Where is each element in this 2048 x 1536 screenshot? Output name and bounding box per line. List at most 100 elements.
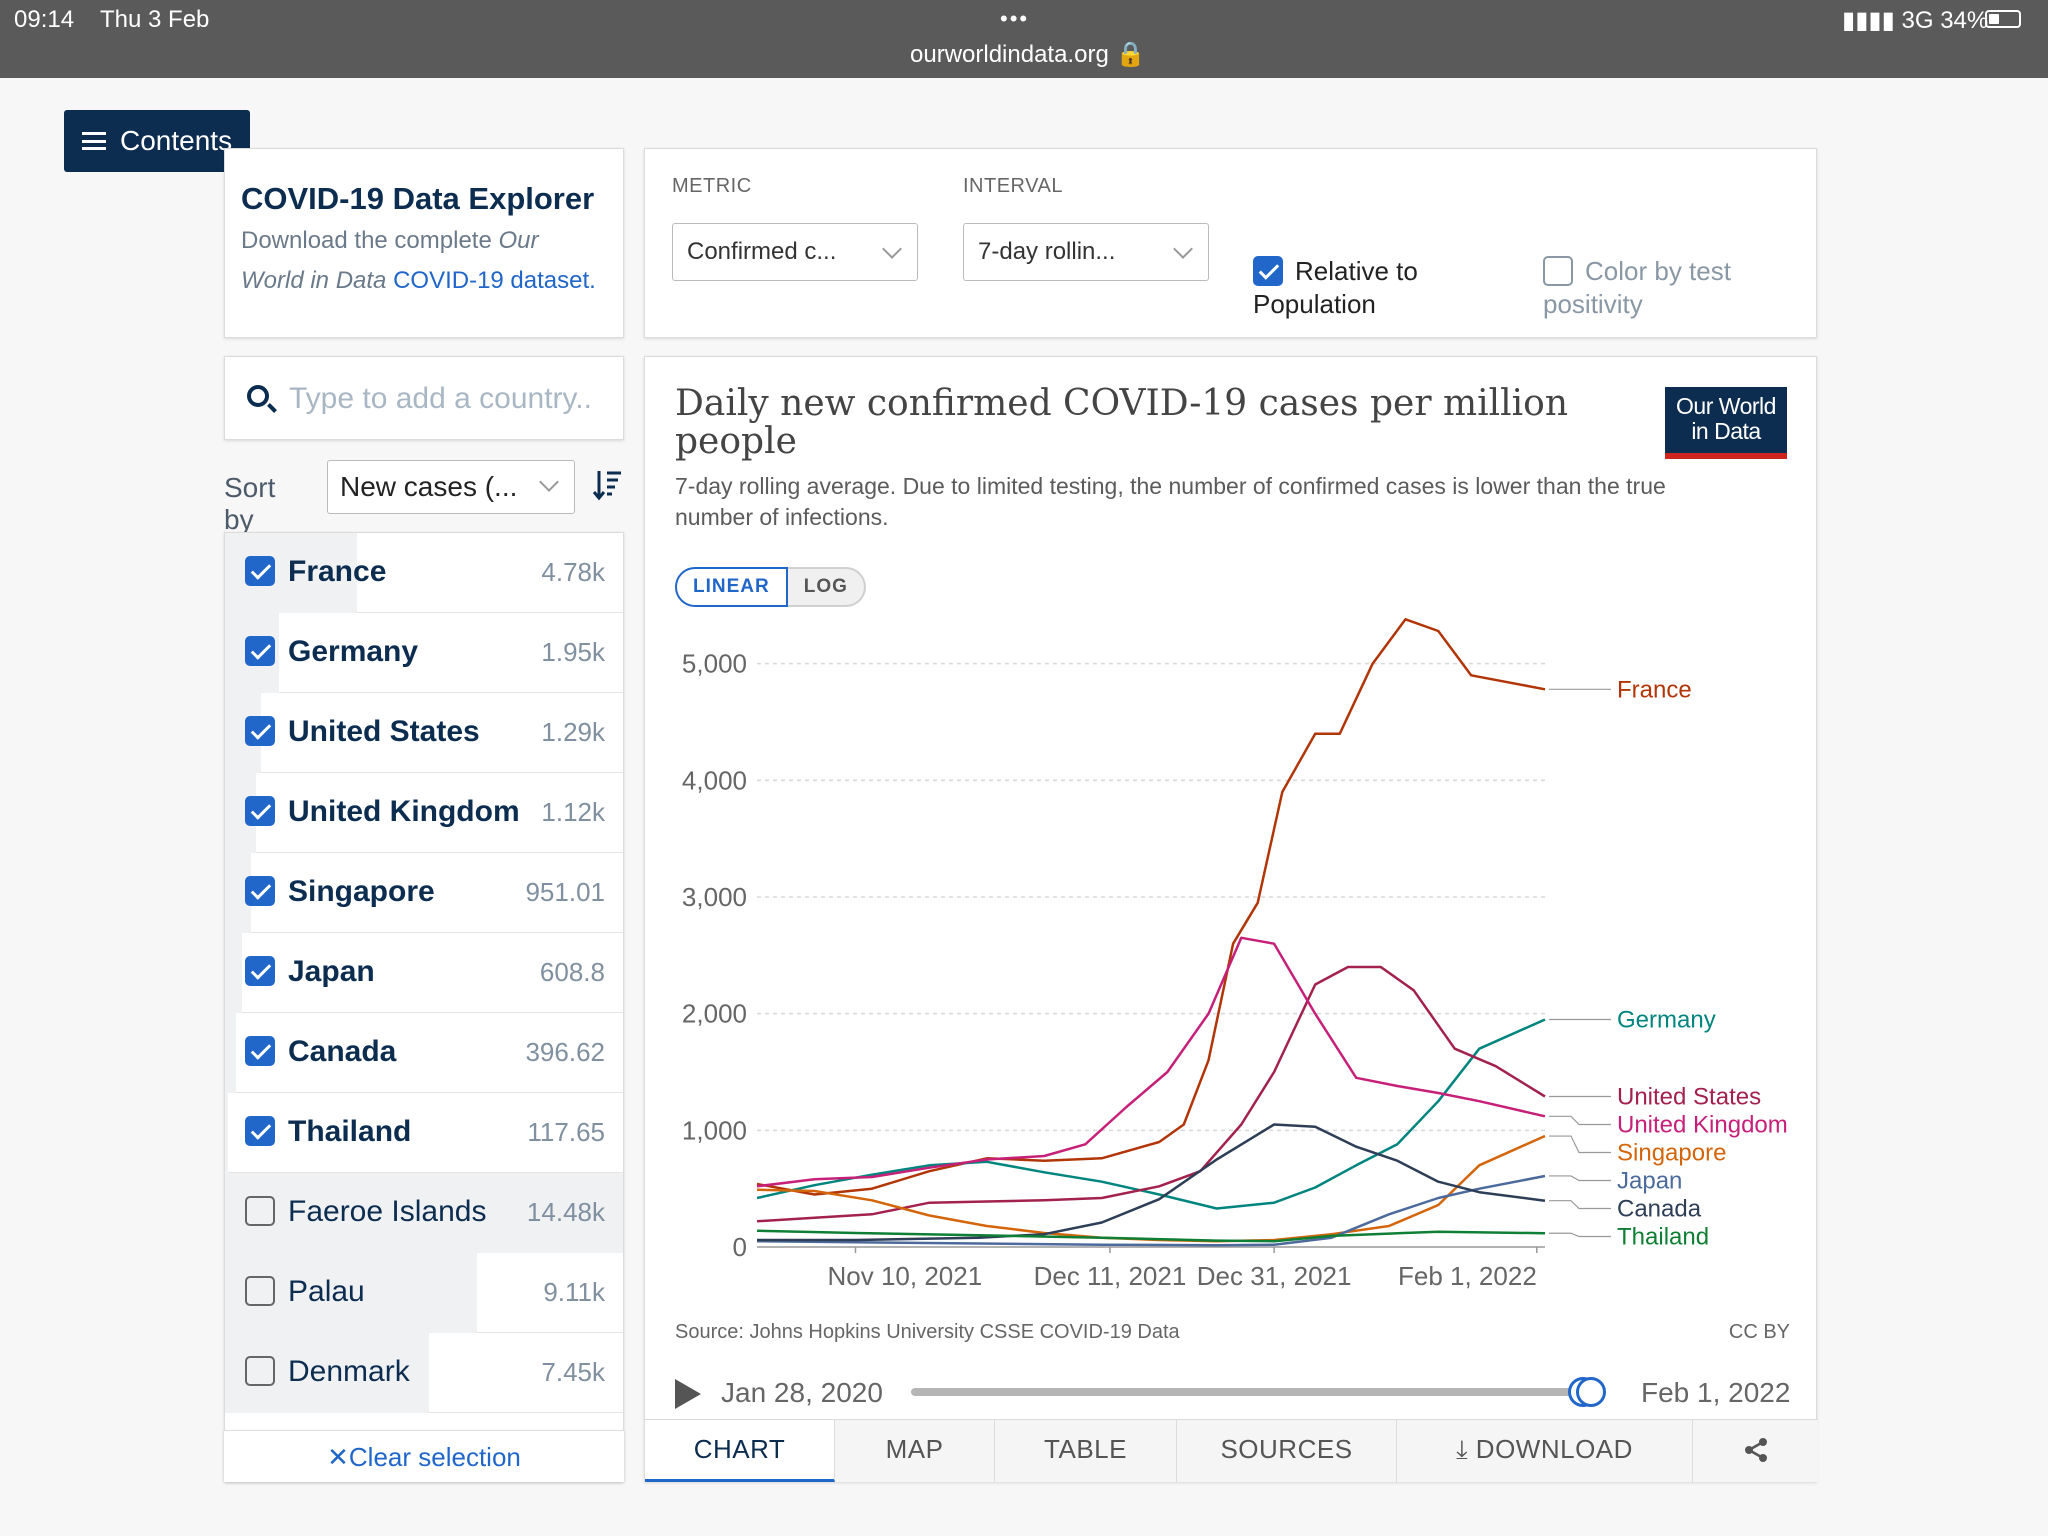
- tab-sources-label: SOURCES: [1220, 1434, 1353, 1464]
- value-bar: [225, 1333, 429, 1413]
- series-label: Thailand: [1617, 1224, 1709, 1251]
- checkbox-checked-icon[interactable]: [245, 556, 275, 586]
- signal-bars-icon: ▮▮▮▮: [1842, 7, 1895, 34]
- tab-download[interactable]: ⤓ DOWNLOAD: [1397, 1420, 1693, 1482]
- series-label: United Kingdom: [1617, 1112, 1788, 1139]
- leader-line: [1549, 1200, 1611, 1210]
- list-item[interactable]: Canada 396.62: [225, 1013, 623, 1093]
- list-item[interactable]: France 4.78k: [225, 533, 623, 613]
- relative-to-population-checkbox[interactable]: Relative to Population: [1253, 255, 1473, 321]
- address-bar-url[interactable]: ourworldindata.org 🔒: [910, 41, 1146, 68]
- checkbox-unchecked-icon[interactable]: [245, 1196, 275, 1226]
- tab-chart[interactable]: CHART: [645, 1420, 835, 1482]
- list-item[interactable]: Palau 9.11k: [225, 1253, 623, 1333]
- battery-percent: 34%: [1940, 7, 1989, 34]
- log-scale-button[interactable]: LOG: [787, 567, 866, 607]
- linear-scale-button[interactable]: LINEAR: [675, 567, 788, 607]
- checkbox-checked-icon[interactable]: [245, 716, 275, 746]
- list-item[interactable]: United Kingdom 1.12k: [225, 773, 623, 853]
- share-button[interactable]: [1693, 1420, 1818, 1482]
- country-value: 14.48k: [526, 1197, 605, 1227]
- list-item[interactable]: Singapore 951.01: [225, 853, 623, 933]
- contents-button[interactable]: Contents: [64, 110, 250, 172]
- checkbox-checked-icon[interactable]: [245, 956, 275, 986]
- dataset-link[interactable]: COVID-19 dataset.: [393, 267, 596, 294]
- checkbox-checked-icon[interactable]: [245, 1036, 275, 1066]
- sort-select[interactable]: New cases (...: [327, 460, 575, 514]
- series-line: [756, 936, 1546, 1188]
- y-tick-label: 5,000: [682, 649, 747, 679]
- download-icon: ⤓: [1456, 1434, 1476, 1464]
- checkbox-unchecked-icon[interactable]: [245, 1356, 275, 1386]
- play-icon[interactable]: [675, 1379, 701, 1409]
- country-value: 1.95k: [541, 637, 605, 667]
- y-tick-label: 4,000: [682, 765, 747, 795]
- list-item[interactable]: Denmark 7.45k: [225, 1333, 623, 1413]
- controls-panel: METRIC Confirmed c... INTERVAL 7-day rol…: [644, 148, 1817, 338]
- sort-label: Sort by: [224, 472, 276, 535]
- tab-chart-label: CHART: [693, 1434, 786, 1464]
- country-value: 951.01: [525, 877, 605, 907]
- sort-order-icon[interactable]: [592, 468, 622, 502]
- more-dots-icon[interactable]: •••: [1000, 6, 1030, 31]
- interval-value: 7-day rollin...: [978, 238, 1116, 265]
- tab-download-label: DOWNLOAD: [1475, 1434, 1633, 1464]
- country-value: 117.65: [527, 1117, 605, 1147]
- series-label: Germany: [1617, 1007, 1716, 1034]
- tab-map[interactable]: MAP: [835, 1420, 995, 1482]
- clear-selection-button[interactable]: ✕Clear selection: [224, 1430, 624, 1482]
- list-item[interactable]: Faeroe Islands 14.48k: [225, 1173, 623, 1253]
- owid-logo[interactable]: Our World in Data: [1665, 387, 1787, 459]
- close-icon: ✕: [327, 1442, 349, 1472]
- tab-table[interactable]: TABLE: [995, 1420, 1177, 1482]
- country-name: Singapore: [288, 875, 435, 908]
- relative-to-population-label: Relative to Population: [1253, 256, 1418, 319]
- country-name: United States: [288, 715, 480, 748]
- list-item[interactable]: Japan 608.8: [225, 933, 623, 1013]
- country-name: France: [288, 555, 387, 588]
- battery-icon: [1985, 10, 2021, 28]
- value-bar: [225, 933, 242, 1013]
- x-tick-label: Feb 1, 2022: [1398, 1261, 1537, 1291]
- value-bar: [225, 1173, 623, 1253]
- checkbox-checked-icon[interactable]: [245, 876, 275, 906]
- timeline: Jan 28, 2020 Feb 1, 2022: [675, 1367, 1795, 1417]
- value-bar: [225, 1093, 228, 1173]
- checkbox-checked-icon[interactable]: [245, 636, 275, 666]
- x-tick-label: Nov 10, 2021: [828, 1261, 983, 1291]
- metric-label: METRIC: [672, 175, 752, 197]
- country-name: Palau: [288, 1275, 365, 1308]
- x-tick-label: Dec 11, 2021: [1034, 1261, 1187, 1291]
- list-item[interactable]: Germany 1.95k: [225, 613, 623, 693]
- color-by-test-label: Color by test positivity: [1543, 256, 1731, 319]
- series-line: [756, 1174, 1546, 1247]
- checkbox-checked-icon[interactable]: [245, 1116, 275, 1146]
- country-value: 1.12k: [541, 797, 605, 827]
- checkbox-unchecked-icon[interactable]: [245, 1276, 275, 1306]
- clear-selection-label: Clear selection: [348, 1442, 521, 1472]
- interval-label: INTERVAL: [963, 175, 1063, 197]
- interval-select[interactable]: 7-day rollin...: [963, 223, 1209, 281]
- tab-sources[interactable]: SOURCES: [1177, 1420, 1397, 1482]
- intro-description: Download the complete Our World in Data …: [241, 221, 607, 301]
- country-search-input[interactable]: [289, 377, 609, 421]
- x-tick-label: Dec 31, 2021: [1197, 1261, 1352, 1291]
- line-chart: 0 1,000 2,000 3,000 4,000 5,000 Nov 10, 2021 De…: [682, 618, 1788, 1291]
- timeline-track[interactable]: [911, 1388, 1583, 1396]
- country-value: 1.29k: [541, 717, 605, 747]
- checkbox-checked-icon[interactable]: [245, 796, 275, 826]
- country-name: Thailand: [288, 1115, 412, 1148]
- intro-card: COVID-19 Data Explorer Download the comp…: [224, 148, 624, 338]
- sort-value: New cases (...: [340, 471, 518, 502]
- list-item[interactable]: United States 1.29k: [225, 693, 623, 773]
- country-name: Germany: [288, 635, 419, 668]
- timeline-start-date: Jan 28, 2020: [721, 1377, 883, 1408]
- license-label[interactable]: CC BY: [1728, 1321, 1790, 1343]
- timeline-end-handle[interactable]: [1576, 1377, 1606, 1407]
- metric-select[interactable]: Confirmed c...: [672, 223, 918, 281]
- list-item[interactable]: Thailand 117.65: [225, 1093, 623, 1173]
- chevron-down-icon: [1173, 239, 1193, 259]
- tab-map-label: MAP: [885, 1434, 944, 1464]
- y-tick-label: 2,000: [682, 999, 747, 1029]
- color-by-test-positivity-checkbox[interactable]: Color by test positivity: [1543, 255, 1773, 321]
